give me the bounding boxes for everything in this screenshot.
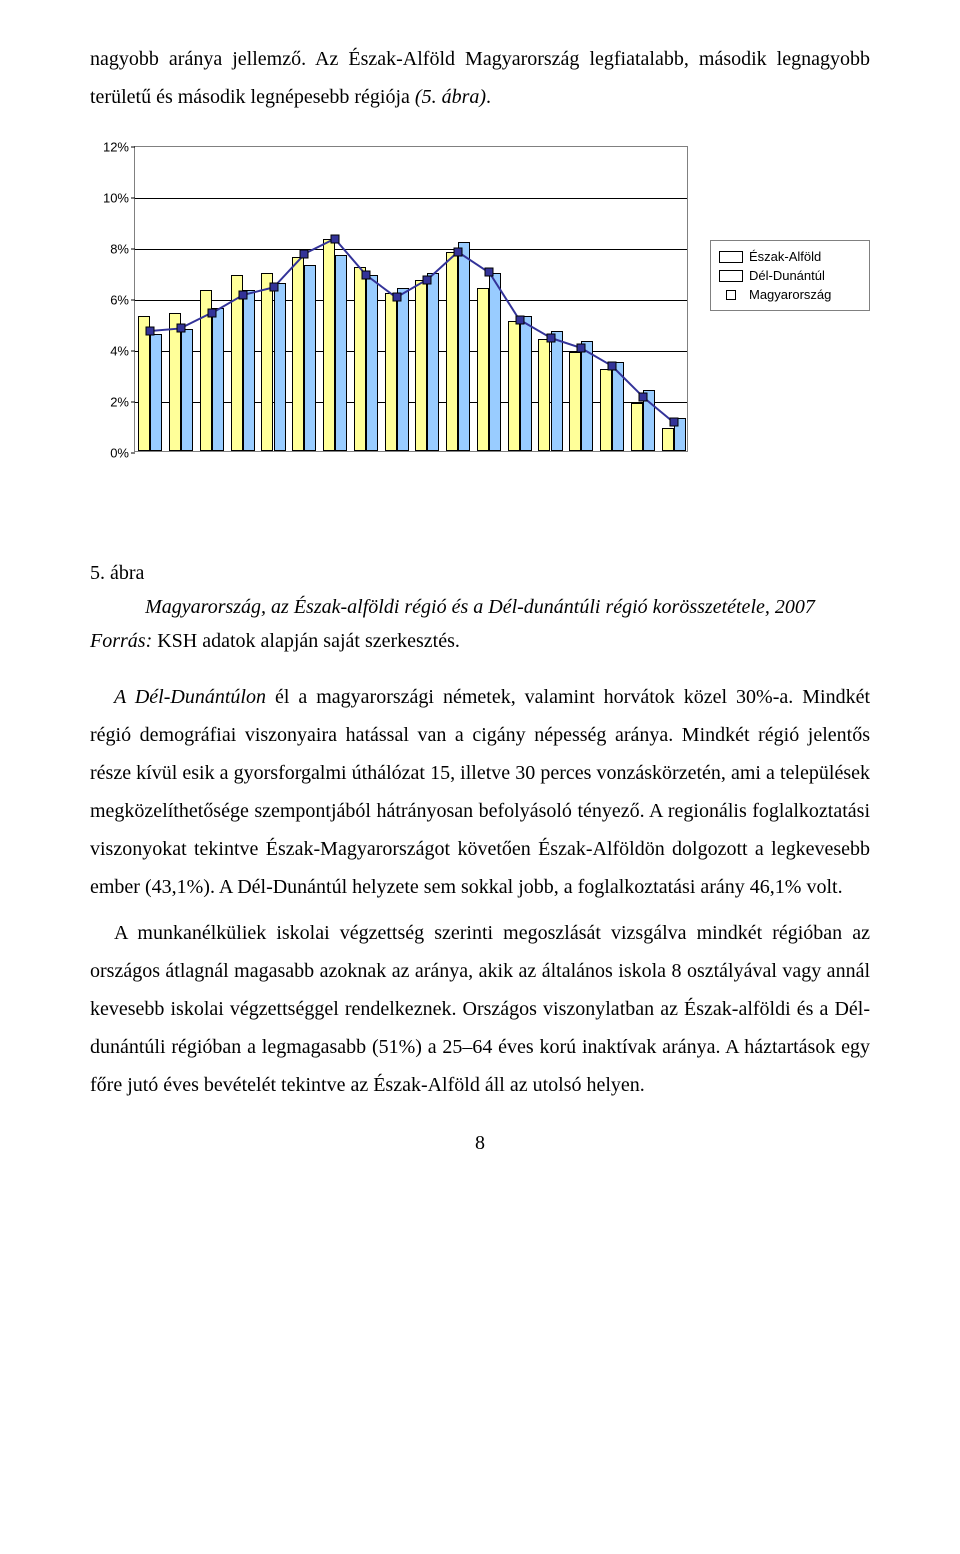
bar	[520, 316, 532, 451]
y-tick-label: 6%	[110, 293, 129, 308]
p2-text: él a magyarországi németek, valamint hor…	[90, 686, 870, 898]
figure-label: 5. ábra	[90, 558, 870, 588]
y-tick-label: 0%	[110, 446, 129, 461]
bar	[600, 369, 612, 451]
p2-emphasis: A Dél-Dunántúlon	[114, 686, 266, 708]
bar	[415, 280, 427, 451]
line-marker	[331, 234, 340, 243]
line-marker	[361, 270, 370, 279]
bar	[397, 288, 409, 451]
y-tick-label: 2%	[110, 395, 129, 410]
line-marker	[300, 250, 309, 259]
bar	[243, 290, 255, 451]
source-text: KSH adatok alapján saját szerkesztés.	[152, 630, 460, 652]
legend-row: Észak-Alföld	[719, 247, 861, 266]
legend-label: Észak-Alföld	[749, 249, 821, 264]
bar	[631, 403, 643, 451]
bar	[538, 339, 550, 451]
bar	[335, 255, 347, 451]
page-number: 8	[90, 1132, 870, 1155]
line-marker	[515, 316, 524, 325]
line-marker	[423, 275, 432, 284]
legend-label: Dél-Dunántúl	[749, 268, 825, 283]
chart-plot-area: 0%2%4%6%8%10%12%	[134, 146, 688, 452]
intro-figref: (5. ábra)	[415, 86, 486, 108]
y-tick-label: 12%	[103, 140, 129, 155]
bar	[477, 288, 489, 451]
legend-line-swatch	[719, 289, 743, 301]
bar	[385, 293, 397, 451]
line-marker	[454, 247, 463, 256]
figure-caption: Magyarország, az Észak-alföldi régió és …	[90, 592, 870, 622]
line-marker	[392, 293, 401, 302]
line-marker	[638, 392, 647, 401]
line-marker	[669, 418, 678, 427]
bar	[138, 316, 150, 451]
body-paragraph-2: A Dél-Dunántúlon él a magyarországi néme…	[90, 678, 870, 906]
intro-paragraph: nagyobb aránya jellemző. Az Észak-Alföld…	[90, 40, 870, 116]
bar	[366, 275, 378, 451]
bar	[169, 313, 181, 451]
bar	[446, 252, 458, 451]
bar	[508, 321, 520, 451]
figure-source: Forrás: KSH adatok alapján saját szerkes…	[90, 622, 870, 660]
bar	[323, 239, 335, 451]
line-marker	[546, 334, 555, 343]
line-marker	[608, 362, 617, 371]
legend-label: Magyarország	[749, 287, 831, 302]
bar	[489, 273, 501, 452]
bar	[551, 331, 563, 451]
chart-legend: Észak-Alföld Dél-Dunántúl Magyarország	[710, 240, 870, 311]
bar	[181, 329, 193, 451]
bar	[427, 273, 439, 452]
line-marker	[207, 308, 216, 317]
line-marker	[146, 326, 155, 335]
line-marker	[269, 283, 278, 292]
intro-text-c: .	[486, 86, 491, 108]
bar	[304, 265, 316, 451]
legend-swatch	[719, 251, 743, 263]
bar	[292, 257, 304, 451]
bar	[261, 273, 273, 452]
legend-swatch	[719, 270, 743, 282]
y-tick-label: 4%	[110, 344, 129, 359]
line-marker	[238, 290, 247, 299]
body-paragraph-3: A munkanélküliek iskolai végzettség szer…	[90, 914, 870, 1104]
legend-row: Magyarország	[719, 285, 861, 304]
bar	[274, 283, 286, 451]
bar	[581, 341, 593, 451]
legend-row: Dél-Dunántúl	[719, 266, 861, 285]
y-tick-label: 8%	[110, 242, 129, 257]
bar	[662, 428, 674, 451]
line-marker	[484, 267, 493, 276]
bar	[458, 242, 470, 451]
bar	[150, 334, 162, 451]
bar	[354, 267, 366, 451]
bar	[212, 308, 224, 451]
line-marker	[577, 344, 586, 353]
bar	[569, 352, 581, 451]
age-structure-chart: 0%2%4%6%8%10%12% Észak-Alföld Dél-Dunánt…	[90, 140, 870, 540]
line-marker	[177, 324, 186, 333]
source-prefix: Forrás:	[90, 630, 152, 652]
y-tick-label: 10%	[103, 191, 129, 206]
